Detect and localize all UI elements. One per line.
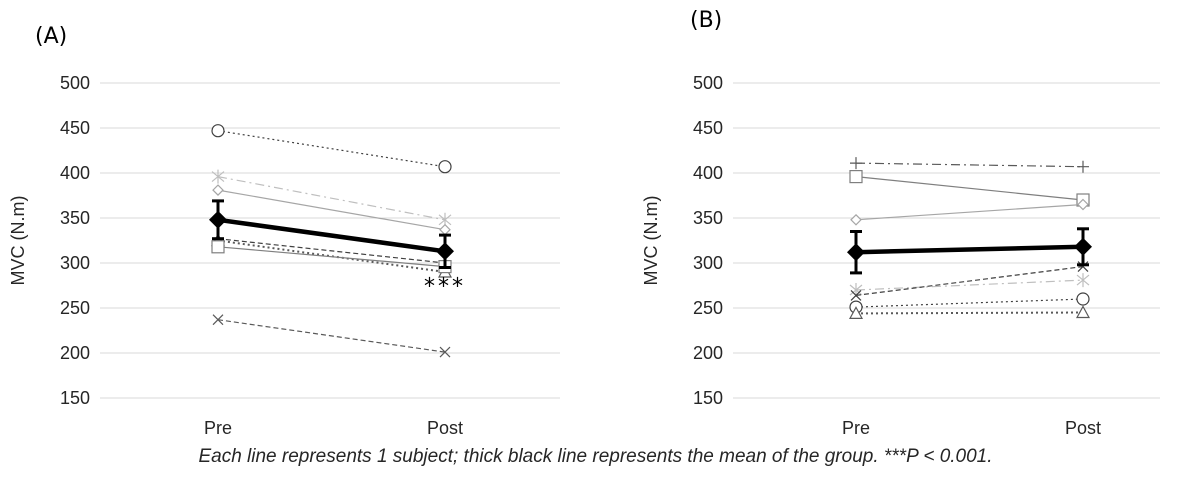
subject-line [855, 176, 1084, 201]
mean-line [217, 217, 446, 254]
panel-label: (A) [35, 24, 67, 49]
x-tick-label: Pre [204, 418, 232, 438]
y-tick-label: 400 [693, 163, 723, 183]
subject-line [217, 189, 446, 231]
subject-point [1077, 160, 1089, 173]
subject-point [211, 124, 225, 138]
subject-line [855, 266, 1084, 296]
y-tick-label: 500 [60, 73, 90, 93]
subject-series [217, 238, 446, 264]
subject-point [438, 160, 452, 174]
subject-series [849, 170, 1090, 207]
subject-line [217, 176, 446, 221]
subject-series [850, 157, 1089, 173]
figure-caption: Each line represents 1 subject; thick bl… [198, 446, 993, 467]
subject-line [855, 298, 1084, 308]
y-tick-label: 250 [693, 298, 723, 318]
y-tick-label: 350 [693, 208, 723, 228]
subject-point [1077, 198, 1089, 211]
subject-point [439, 223, 451, 236]
subject-series [849, 273, 1090, 297]
subject-line [217, 238, 446, 264]
subject-point [212, 184, 224, 196]
subject-line [217, 246, 446, 268]
y-tick-label: 300 [693, 253, 723, 273]
subject-point [1076, 292, 1090, 306]
y-tick-label: 200 [693, 343, 723, 363]
subject-series [211, 169, 452, 227]
mean-point [1074, 237, 1092, 256]
y-tick-label: 150 [60, 388, 90, 408]
subject-point [850, 213, 862, 226]
x-tick-label: Post [1065, 418, 1101, 438]
subject-point [439, 346, 451, 358]
subject-point [1075, 305, 1091, 319]
subject-point [1077, 261, 1089, 273]
subject-point [1076, 273, 1090, 288]
panel-label: (B) [690, 8, 722, 33]
mean-point [436, 242, 454, 261]
subject-line [217, 130, 446, 168]
mean-series [847, 227, 1092, 275]
y-tick-label: 450 [60, 118, 90, 138]
subject-point [849, 170, 863, 184]
subject-series [849, 292, 1090, 314]
y-tick-label: 300 [60, 253, 90, 273]
subject-point [212, 314, 224, 326]
subject-series [212, 314, 451, 358]
panel-a: (A) 150 200 250 300 350 400 450 500 Pre Post MVC (N… [8, 24, 560, 438]
y-tick-label: 500 [693, 73, 723, 93]
y-axis-title: MVC (N.m) [641, 196, 661, 286]
subject-point [211, 169, 225, 184]
subject-series [210, 233, 453, 278]
significance-annotation: *** [424, 275, 466, 300]
subject-line [855, 203, 1084, 221]
subject-series [848, 305, 1091, 319]
y-tick-label: 200 [60, 343, 90, 363]
y-axis-title: MVC (N.m) [8, 196, 28, 286]
mean-line [855, 244, 1084, 255]
y-tick-label: 350 [60, 208, 90, 228]
mean-point [209, 210, 227, 229]
subject-line [217, 239, 446, 273]
y-tick-label: 150 [693, 388, 723, 408]
subject-point [850, 289, 862, 301]
subject-line [855, 311, 1084, 315]
subject-series [211, 124, 452, 174]
subject-series [212, 184, 451, 236]
subject-series [850, 261, 1089, 301]
subject-line [217, 319, 446, 353]
subject-point [211, 240, 225, 254]
subject-series [850, 198, 1089, 226]
x-tick-label: Pre [842, 418, 870, 438]
subject-point [850, 157, 862, 170]
mean-series [209, 199, 454, 269]
y-tick-label: 450 [693, 118, 723, 138]
mean-point [847, 243, 865, 262]
subject-point [848, 306, 864, 319]
y-tick-label: 400 [60, 163, 90, 183]
subject-line [855, 162, 1084, 168]
x-tick-label: Post [427, 418, 463, 438]
panel-b: (B) 150 200 250 300 350 400 450 500 Pre Post MVC (N… [641, 8, 1160, 438]
y-tick-label: 250 [60, 298, 90, 318]
